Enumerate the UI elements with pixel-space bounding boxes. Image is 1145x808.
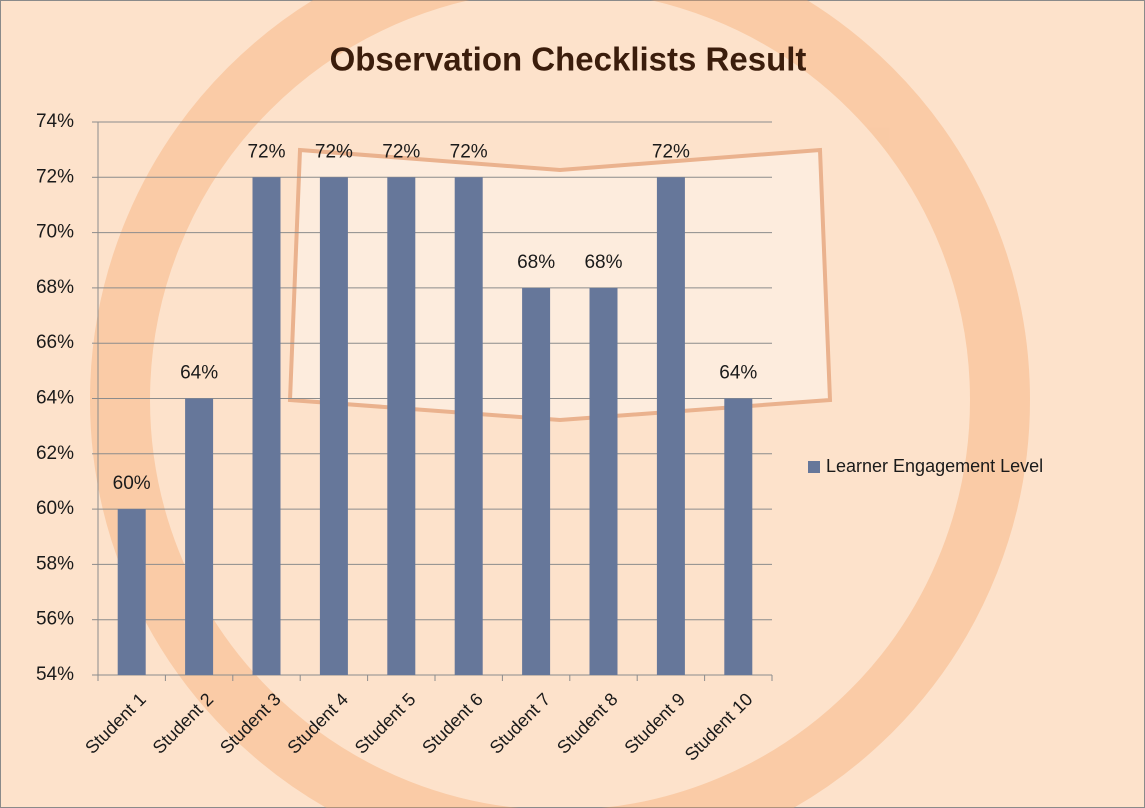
bar	[117, 509, 146, 675]
bar	[454, 177, 483, 676]
data-label: 68%	[517, 252, 555, 273]
data-label: 68%	[584, 252, 622, 273]
chart-title: Observation Checklists Result	[330, 41, 807, 78]
data-label: 72%	[247, 141, 285, 162]
y-tick-label: 70%	[36, 222, 74, 243]
y-tick-label: 68%	[36, 277, 74, 298]
data-label: 72%	[315, 141, 353, 162]
data-label: 72%	[652, 141, 690, 162]
y-tick-label: 56%	[36, 609, 74, 630]
bar	[589, 287, 618, 675]
bar	[656, 177, 685, 676]
bar	[724, 398, 753, 675]
bar	[387, 177, 416, 676]
y-tick-label: 62%	[36, 443, 74, 464]
watermark-book	[287, 147, 833, 423]
y-tick-label: 74%	[36, 111, 74, 132]
y-tick-label: 54%	[36, 664, 74, 685]
legend-swatch	[808, 461, 820, 473]
bar	[252, 177, 281, 676]
data-label: 60%	[113, 473, 151, 494]
watermark	[90, 0, 1030, 808]
bar	[185, 398, 214, 675]
data-label: 64%	[180, 363, 218, 384]
y-tick-label: 64%	[36, 388, 74, 409]
y-tick-label: 66%	[36, 332, 74, 353]
y-tick-label: 60%	[36, 498, 74, 519]
data-label: 72%	[382, 141, 420, 162]
watermark-ring	[90, 0, 1030, 808]
y-tick-label: 72%	[36, 166, 74, 187]
y-tick-label: 58%	[36, 553, 74, 574]
legend-label: Learner Engagement Level	[826, 456, 1043, 476]
data-label: 64%	[719, 363, 757, 384]
data-label: 72%	[450, 141, 488, 162]
bar	[522, 287, 551, 675]
bar	[319, 177, 348, 676]
